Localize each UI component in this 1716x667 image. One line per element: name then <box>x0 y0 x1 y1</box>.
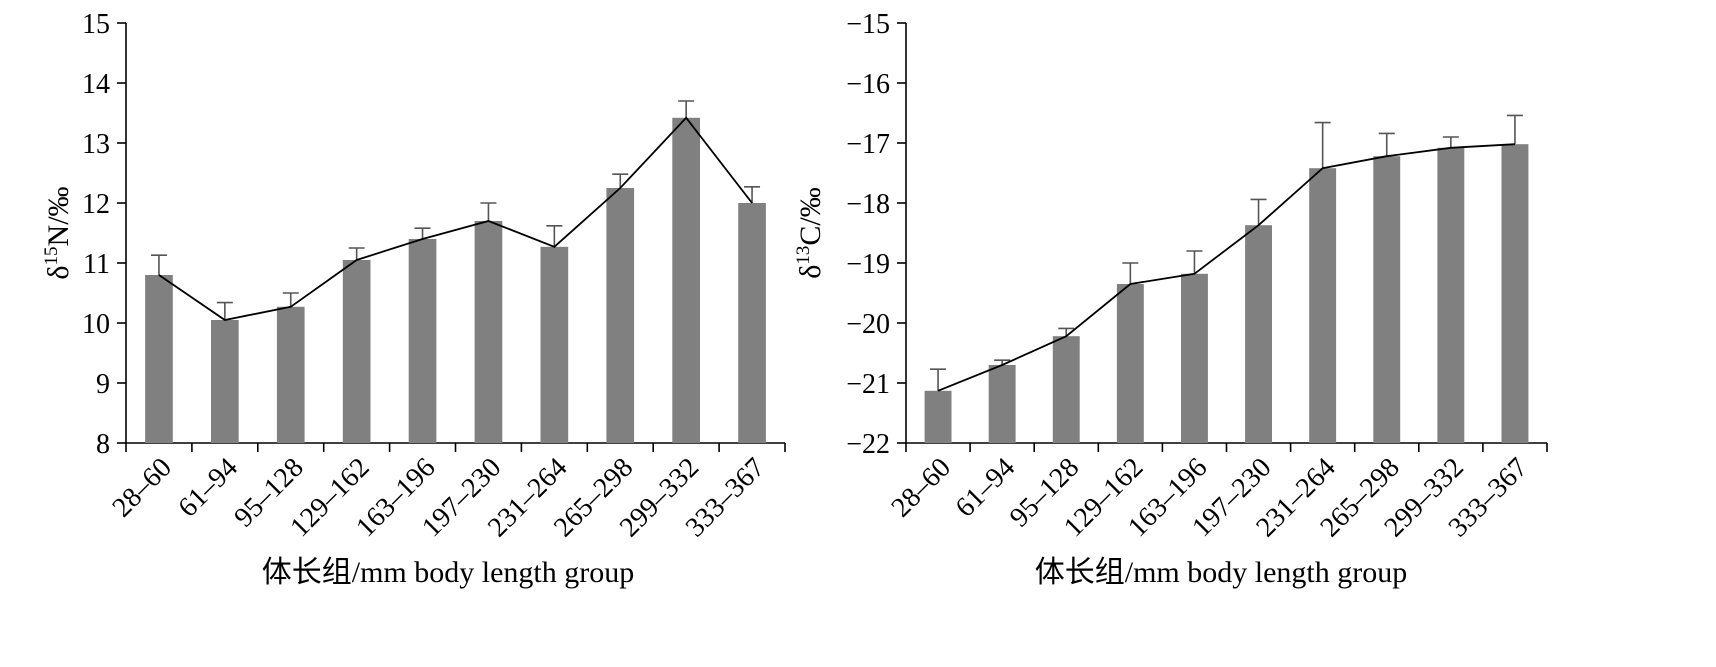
y-tick-label: −22 <box>846 429 890 460</box>
chart-panel-d15n: 8910111213141528–6061–9495–128129–162163… <box>41 9 786 589</box>
bar <box>1116 284 1144 443</box>
y-axis-title: δ13C/‰ <box>793 187 827 279</box>
y-tick-label: −20 <box>846 309 890 340</box>
y-tick-label: 13 <box>82 129 110 160</box>
chart-panel-d13c: −22−21−20−19−18−17−16−1528–6061–9495–128… <box>793 9 1548 589</box>
y-tick-label: −19 <box>846 249 890 280</box>
x-tick-label: 28–60 <box>106 452 177 523</box>
y-tick-label: 14 <box>82 69 110 100</box>
y-tick-label: −21 <box>846 369 890 400</box>
y-axis-title-delta: δ <box>42 265 75 279</box>
y-tick-label: 12 <box>82 189 110 220</box>
series-line <box>937 143 1516 392</box>
y-tick-label: 11 <box>83 249 110 280</box>
bar <box>1309 168 1337 443</box>
series-line <box>158 116 753 321</box>
y-tick-label: 9 <box>96 369 110 400</box>
bar <box>1501 144 1529 443</box>
bar <box>276 306 305 443</box>
bar <box>1245 225 1273 443</box>
bar <box>145 275 173 443</box>
y-axis-title-delta: δ <box>794 265 827 279</box>
bar <box>738 203 766 443</box>
bar <box>924 390 952 443</box>
bar <box>211 320 239 443</box>
y-axis-title-superscript: 15 <box>41 246 62 265</box>
bar <box>408 239 437 443</box>
bar <box>342 260 371 443</box>
y-tick-label: −15 <box>846 9 890 40</box>
y-axis-title: δ15N/‰ <box>41 186 75 279</box>
bar <box>672 117 700 444</box>
y-tick-label: 10 <box>82 309 110 340</box>
bar <box>1052 336 1080 443</box>
y-tick-label: −17 <box>846 129 890 160</box>
bar <box>474 221 503 443</box>
bar <box>540 246 569 443</box>
x-axis-title: 体长组/mm body length group <box>1035 556 1407 589</box>
y-axis-title-superscript: 13 <box>793 246 814 265</box>
bar <box>988 365 1016 443</box>
y-tick-label: 8 <box>96 429 110 460</box>
y-tick-label: −18 <box>846 189 890 220</box>
y-axis-title-unit: C/‰ <box>794 187 827 245</box>
y-tick-label: −16 <box>846 69 890 100</box>
x-tick-label: 28–60 <box>886 452 957 523</box>
y-tick-label: 15 <box>82 9 110 40</box>
bar <box>1437 147 1465 444</box>
bar <box>1180 273 1208 443</box>
bar <box>606 188 635 443</box>
y-axis-title-unit: N/‰ <box>42 186 75 246</box>
bar <box>1373 156 1401 443</box>
x-axis-title: 体长组/mm body length group <box>262 556 634 589</box>
